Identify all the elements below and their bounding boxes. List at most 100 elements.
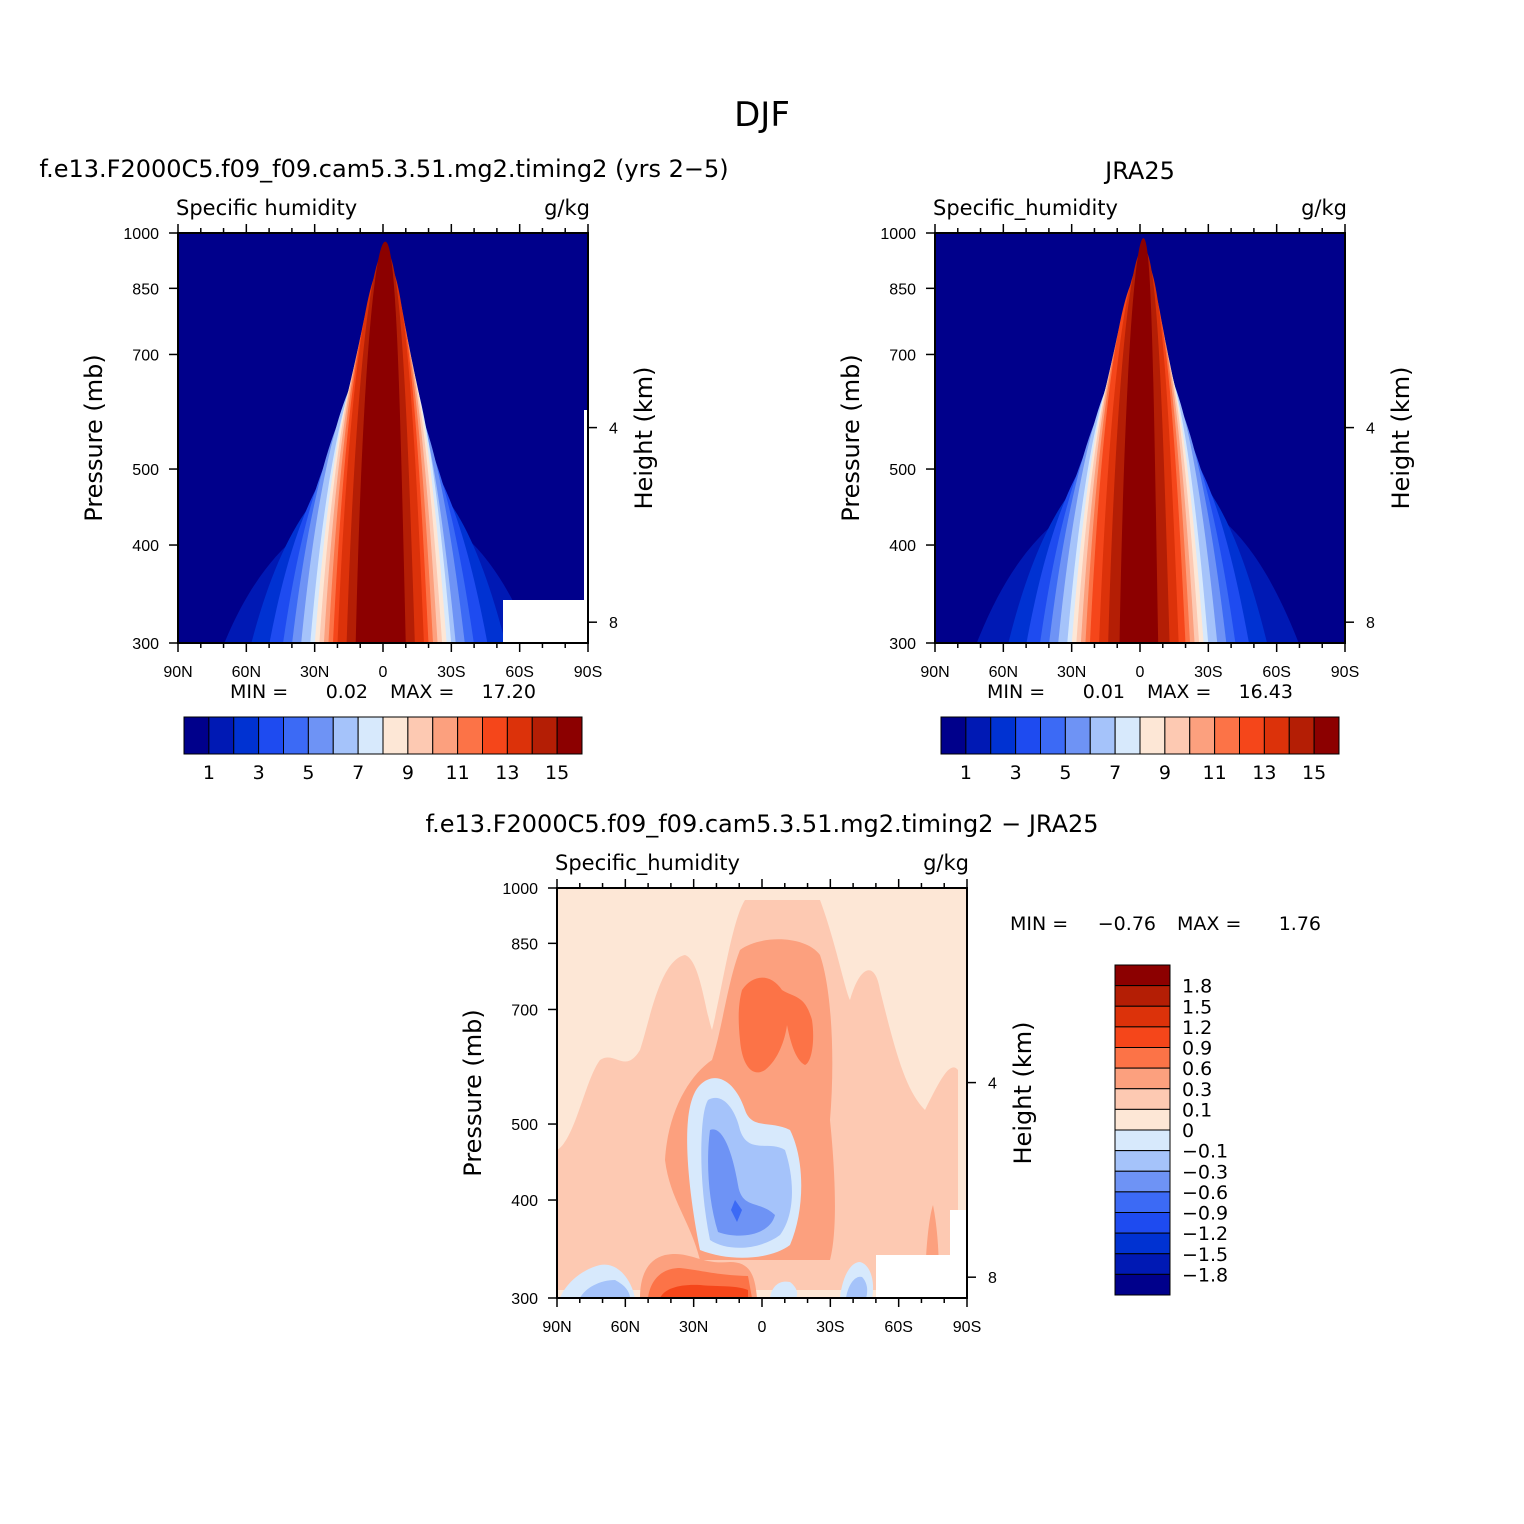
diff-region-1.5-surface bbox=[660, 1284, 748, 1298]
panel-diff-max-label: MAX = bbox=[1177, 913, 1241, 935]
diff-region-neg-0.6 bbox=[708, 1129, 775, 1236]
pressure-tick-label: 700 bbox=[511, 1002, 538, 1019]
panel-model-min-label: MIN = bbox=[230, 681, 288, 703]
panel-model-colorbar: 1 3 5 7 9 11 13 15 bbox=[183, 716, 583, 784]
colorbar-box bbox=[1114, 985, 1171, 1007]
pressure-tick-label: 500 bbox=[889, 462, 916, 479]
lat-tick-label: 90S bbox=[953, 1319, 981, 1336]
colorbar-box bbox=[965, 716, 992, 755]
colorbar-box bbox=[531, 716, 558, 755]
height-tick-label: 4 bbox=[609, 421, 618, 438]
pressure-tick-label: 400 bbox=[511, 1193, 538, 1210]
figure-title: DJF bbox=[734, 95, 790, 135]
colorbar-box bbox=[1139, 716, 1166, 755]
colorbar-box bbox=[1288, 716, 1315, 755]
lat-tick-label: 90S bbox=[574, 664, 602, 681]
colorbar-box bbox=[1164, 716, 1191, 755]
panel-obs-min-label: MIN = bbox=[987, 681, 1045, 703]
panel-obs: JRA25 Specific_humidity g/kg 90N 60N 30N 0 3… bbox=[837, 157, 1415, 784]
pressure-tick-label: 700 bbox=[889, 347, 916, 364]
colorbar-box bbox=[1089, 716, 1116, 755]
colorbar-box bbox=[1114, 716, 1141, 755]
panel-obs-units: g/kg bbox=[1301, 196, 1347, 220]
panel-model-ylabel: Pressure (mb) bbox=[80, 354, 108, 521]
lat-tick-label: 90N bbox=[542, 1319, 571, 1336]
panel-obs-contours bbox=[945, 238, 1335, 643]
lat-tick-label: 90N bbox=[920, 664, 949, 681]
colorbar-box bbox=[183, 716, 210, 755]
colorbar-label: 0.1 bbox=[1182, 1099, 1212, 1121]
panel-diff: f.e13.F2000C5.f09_f09.cam5.3.51.mg2.timi… bbox=[425, 810, 1321, 1336]
lat-tick-label: 60N bbox=[989, 664, 1018, 681]
colorbar-label: 13 bbox=[495, 762, 519, 784]
pressure-tick-label: 400 bbox=[132, 538, 159, 555]
colorbar-label: 3 bbox=[1010, 762, 1022, 784]
colorbar-label: −0.6 bbox=[1182, 1182, 1228, 1204]
colorbar-box bbox=[482, 716, 508, 755]
colorbar-box bbox=[506, 716, 533, 755]
pressure-tick-label: 850 bbox=[511, 936, 538, 953]
colorbar-box bbox=[208, 716, 235, 755]
panel-model-max-value: 17.20 bbox=[482, 681, 536, 703]
lat-tick-label: 30S bbox=[1194, 664, 1222, 681]
colorbar-label: −0.1 bbox=[1182, 1141, 1228, 1163]
lat-tick-label: 60S bbox=[1262, 664, 1290, 681]
lat-tick-label: 30S bbox=[437, 664, 465, 681]
pressure-tick-label: 700 bbox=[132, 347, 159, 364]
colorbar-label: −0.3 bbox=[1182, 1161, 1228, 1183]
panel-diff-height-axis: 84 bbox=[967, 1076, 997, 1287]
colorbar-label: 5 bbox=[302, 762, 314, 784]
panel-model-missing-data bbox=[503, 600, 588, 643]
contour-level-16 bbox=[1119, 238, 1159, 643]
panel-model-title: f.e13.F2000C5.f09_f09.cam5.3.51.mg2.timi… bbox=[39, 155, 728, 183]
lat-tick-label: 60N bbox=[232, 664, 261, 681]
colorbar-box bbox=[1114, 1191, 1171, 1213]
colorbar-box bbox=[1114, 1150, 1171, 1172]
colorbar-label: 9 bbox=[1159, 762, 1171, 784]
panel-obs-min-value: 0.01 bbox=[1083, 681, 1125, 703]
lat-tick-label: 30N bbox=[300, 664, 329, 681]
colorbar-label: 1.8 bbox=[1182, 976, 1212, 998]
height-tick-label: 8 bbox=[1366, 615, 1375, 632]
panel-diff-field bbox=[557, 888, 967, 1298]
colorbar-box bbox=[1114, 1232, 1171, 1255]
colorbar-box bbox=[990, 716, 1017, 755]
panel-obs-variable: Specific_humidity bbox=[933, 196, 1118, 221]
colorbar-box bbox=[283, 716, 309, 755]
colorbar-label: −1.8 bbox=[1182, 1264, 1228, 1286]
panel-diff-variable: Specific_humidity bbox=[555, 851, 740, 876]
colorbar-box bbox=[1114, 1067, 1171, 1090]
colorbar-box bbox=[1114, 1108, 1171, 1131]
colorbar-label: 5 bbox=[1059, 762, 1071, 784]
colorbar-label: 7 bbox=[352, 762, 364, 784]
panel-model-ylabel-right: Height (km) bbox=[630, 367, 658, 510]
pressure-tick-label: 300 bbox=[132, 636, 159, 653]
colorbar-label: 1.2 bbox=[1182, 1017, 1212, 1039]
colorbar-label: 1 bbox=[960, 762, 972, 784]
colorbar-box bbox=[1114, 1253, 1171, 1275]
height-tick-label: 8 bbox=[988, 1270, 997, 1287]
colorbar-label: 7 bbox=[1109, 762, 1121, 784]
lat-tick-label: 60N bbox=[611, 1319, 640, 1336]
colorbar-box bbox=[1263, 716, 1290, 755]
colorbar-box bbox=[357, 716, 384, 755]
lat-tick-label: 30N bbox=[1057, 664, 1086, 681]
diff-region-neg-0.9 bbox=[731, 1200, 742, 1222]
pressure-tick-label: 1000 bbox=[502, 881, 538, 898]
pressure-tick-label: 850 bbox=[889, 281, 916, 298]
lat-tick-label: 0 bbox=[1136, 664, 1145, 681]
colorbar-label: 0.9 bbox=[1182, 1038, 1212, 1060]
colorbar-box bbox=[1114, 1170, 1171, 1193]
colorbar-box bbox=[940, 716, 967, 755]
colorbar-label: 1 bbox=[203, 762, 215, 784]
colorbar-box bbox=[332, 716, 359, 755]
height-tick-label: 8 bbox=[609, 615, 618, 632]
colorbar-box bbox=[1239, 716, 1265, 755]
colorbar-box bbox=[1114, 1088, 1171, 1110]
lat-tick-label: 30S bbox=[816, 1319, 844, 1336]
panel-obs-lat-axis: 90N 60N 30N 0 30S 60S 90S bbox=[920, 224, 1359, 681]
pressure-tick-label: 850 bbox=[132, 281, 159, 298]
panel-model-field bbox=[178, 233, 588, 643]
colorbar-label: 1.5 bbox=[1182, 996, 1212, 1018]
